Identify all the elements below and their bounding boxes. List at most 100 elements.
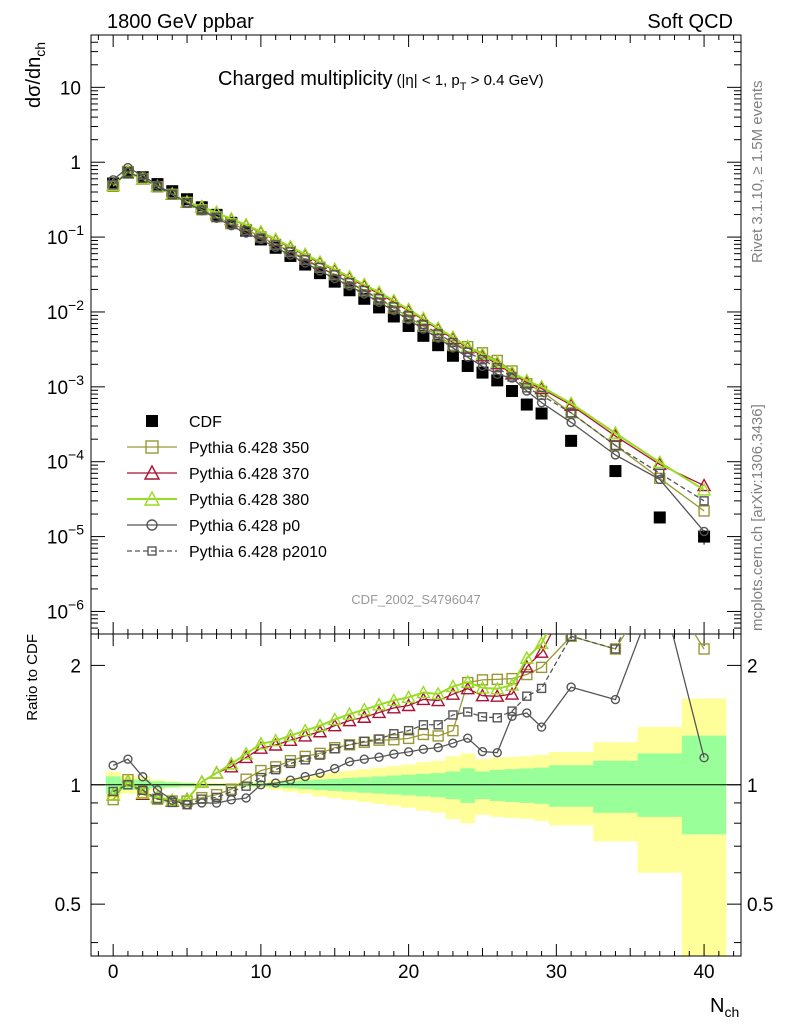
point-pythia-6-428-p2010 xyxy=(536,390,547,401)
ratio-point-pythia-6-428-370 xyxy=(401,698,416,712)
ratio-point-pythia-6-428-350 xyxy=(565,634,577,642)
ratio-point-pythia-6-428-370 xyxy=(342,713,357,727)
ratio-point-pythia-6-428-380 xyxy=(253,736,269,750)
point-pythia-6-428-p2010 xyxy=(433,329,443,339)
legend: CDF Pythia 6.428 350 Pythia 6.428 370 Pythi… xyxy=(127,414,327,561)
point-cdf xyxy=(565,434,578,447)
ratio-point-pythia-6-428-p2010 xyxy=(344,740,355,750)
point-pythia-6-428-p2010 xyxy=(108,180,118,190)
point-pythia-6-428-p0 xyxy=(463,352,473,362)
ratio-y-axis-label: Ratio to CDF xyxy=(24,634,41,721)
ratio-point-pythia-6-428-380 xyxy=(268,733,283,747)
ratio-point-pythia-6-428-p2010 xyxy=(418,720,429,730)
ratio-point-pythia-6-428-380 xyxy=(342,706,357,720)
legend-label-cdf: CDF xyxy=(189,414,222,431)
ratio-point-pythia-6-428-370 xyxy=(654,498,666,509)
ratio-point-pythia-6-428-370 xyxy=(609,593,621,604)
header-left: 1800 GeV ppbar xyxy=(107,11,254,33)
ratio-point-pythia-6-428-p2010 xyxy=(448,710,458,720)
point-pythia-6-428-p2010 xyxy=(211,212,222,222)
x-axis-label: Nch xyxy=(710,995,739,1020)
ratio-point-pythia-6-428-350 xyxy=(476,674,489,686)
point-cdf xyxy=(535,407,548,420)
ratio-point-pythia-6-428-350 xyxy=(269,761,282,773)
y-axis-label-text: dσ/dn xyxy=(23,57,45,108)
y-tick-base: 10 xyxy=(47,378,68,399)
ratio-point-pythia-6-428-370 xyxy=(490,688,505,702)
ratio-point-pythia-6-428-350 xyxy=(521,668,533,681)
point-pythia-6-428-380 xyxy=(253,224,269,238)
point-pythia-6-428-p2010 xyxy=(344,277,355,288)
ratio-point-pythia-6-428-350 xyxy=(655,572,665,582)
subtitle-part-1: (|η| < 1, p xyxy=(397,72,460,89)
point-pythia-6-428-p2010 xyxy=(566,408,576,418)
ratio-point-pythia-6-428-380 xyxy=(475,680,490,694)
y-tick-exponent: −3 xyxy=(68,372,84,388)
ratio-point-pythia-6-428-380 xyxy=(460,674,475,688)
ratio-point-pythia-6-428-p2010 xyxy=(197,794,207,804)
point-pythia-6-428-p2010 xyxy=(330,270,340,280)
ratio-point-pythia-6-428-p0 xyxy=(448,738,458,748)
point-pythia-6-428-p2010 xyxy=(285,247,296,257)
x-tick-label: 20 xyxy=(398,962,419,983)
ratio-point-pythia-6-428-p2010 xyxy=(492,713,502,723)
ratio-point-pythia-6-428-380 xyxy=(534,635,549,650)
ratio-point-pythia-6-428-p0 xyxy=(211,798,222,808)
y-tick-label: 10−5 xyxy=(47,522,84,549)
ratio-point-pythia-6-428-p2010 xyxy=(300,755,310,765)
ratio-point-pythia-6-428-350 xyxy=(535,661,548,674)
point-pythia-6-428-p2010 xyxy=(152,182,163,192)
ratio-point-pythia-6-428-370 xyxy=(371,705,387,719)
legend-label-pythia-6-428-370: Pythia 6.428 370 xyxy=(189,466,309,483)
ratio-point-pythia-6-428-p2010 xyxy=(108,786,118,797)
ratio-point-pythia-6-428-380 xyxy=(165,792,180,806)
ratio-point-pythia-6-428-p2010 xyxy=(152,794,163,804)
mcplots-label: mcplots.cern.ch [arXiv:1306.3436] xyxy=(749,404,766,631)
ratio-point-pythia-6-428-380 xyxy=(565,581,577,592)
y-tick-exponent: −4 xyxy=(68,447,84,463)
x-axis-label-sub: ch xyxy=(724,1004,739,1020)
ratio-point-pythia-6-428-p0 xyxy=(285,775,296,785)
ratio-point-pythia-6-428-370 xyxy=(445,686,461,700)
point-pythia-6-428-p0 xyxy=(477,361,488,372)
ratio-point-pythia-6-428-350 xyxy=(491,673,503,686)
y-tick-base: 10 xyxy=(47,228,68,249)
point-pythia-6-428-380 xyxy=(490,354,505,368)
y-tick-label: 10−3 xyxy=(47,372,84,399)
point-cdf xyxy=(506,384,519,397)
ratio-point-pythia-6-428-p0 xyxy=(315,768,325,778)
point-pythia-6-428-p2010 xyxy=(138,173,148,183)
y-tick-label: 10−4 xyxy=(47,447,84,474)
ratio-point-pythia-6-428-370 xyxy=(268,737,283,751)
ratio-line-pythia-6-428-380 xyxy=(112,634,548,802)
legend-marker-pythia-6-428-350 xyxy=(145,440,159,454)
axis-ticks xyxy=(91,34,741,956)
point-pythia-6-428-p2010 xyxy=(389,302,399,312)
ratio-point-pythia-6-428-p0 xyxy=(463,733,473,743)
ratio-point-pythia-6-428-370 xyxy=(519,659,534,673)
point-pythia-6-428-380 xyxy=(371,284,387,299)
y-tick-base: 10 xyxy=(47,303,68,324)
point-pythia-6-428-p2010 xyxy=(699,496,709,506)
ratio-point-pythia-6-428-p2010 xyxy=(285,758,296,769)
point-cdf xyxy=(446,349,459,362)
point-pythia-6-428-380 xyxy=(401,301,416,316)
ratio-point-pythia-6-428-p0 xyxy=(522,708,532,718)
ratio-point-pythia-6-428-350 xyxy=(447,724,459,737)
point-pythia-6-428-p0 xyxy=(699,526,709,537)
ratio-point-pythia-6-428-p2010 xyxy=(610,644,621,654)
point-pythia-6-428-p2010 xyxy=(123,167,133,178)
point-pythia-6-428-380 xyxy=(696,482,712,496)
point-pythia-6-428-p2010 xyxy=(610,440,621,451)
y-tick-label: 10 xyxy=(60,78,81,99)
point-pythia-6-428-350 xyxy=(698,505,710,517)
series-line-pythia-6-428-p0 xyxy=(112,166,705,532)
point-pythia-6-428-p0 xyxy=(448,343,458,353)
point-pythia-6-428-p2010 xyxy=(226,219,237,229)
ratio-point-pythia-6-428-p0 xyxy=(123,754,133,764)
ratio-point-pythia-6-428-380 xyxy=(490,681,505,695)
point-pythia-6-428-p2010 xyxy=(522,383,532,393)
ratio-point-pythia-6-428-p0 xyxy=(477,746,488,757)
point-pythia-6-428-p0 xyxy=(655,474,665,485)
point-pythia-6-428-p2010 xyxy=(448,337,458,348)
